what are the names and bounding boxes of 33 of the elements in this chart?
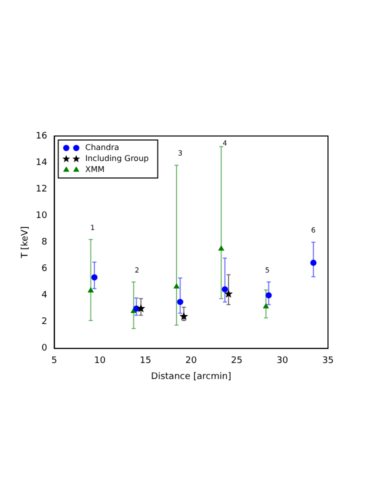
point (310, 260, 316, 266)
legend-label: Chandra (85, 143, 120, 152)
point (224, 289, 233, 298)
y-tick-label: 10 (36, 210, 48, 221)
x-tick-label: 25 (231, 356, 242, 366)
y-tick-label: 14 (36, 158, 48, 168)
point (266, 292, 272, 298)
point (174, 284, 180, 288)
y-tick-label: 0 (42, 344, 48, 354)
point (222, 286, 228, 292)
x-tick-label: 20 (185, 356, 198, 366)
x-axis-title: Distance [arcmin] (151, 372, 232, 382)
point (88, 288, 94, 292)
y-tick-label: 16 (36, 131, 48, 142)
point (180, 312, 188, 320)
point (177, 298, 184, 306)
x-tick-label: 5 (51, 356, 58, 366)
legend-label: Including Group (85, 154, 149, 164)
point (263, 303, 269, 308)
x-tick-label: 35 (322, 356, 334, 366)
y-tick-label: 8 (42, 238, 48, 248)
x-tick-label: 10 (94, 356, 106, 366)
y-tick-label: 4 (42, 290, 48, 301)
y-axis-title: T [keV] (20, 226, 31, 260)
legend-label: XMM (85, 165, 105, 174)
y-tick-label: 6 (42, 264, 48, 274)
point (218, 246, 224, 251)
x-tick-label: 30 (276, 356, 288, 366)
point (91, 274, 98, 280)
x-tick-label: 15 (140, 356, 152, 366)
point (136, 304, 146, 312)
y-tick-label: 2 (42, 317, 48, 328)
y-tick-label: 12 (36, 184, 48, 194)
